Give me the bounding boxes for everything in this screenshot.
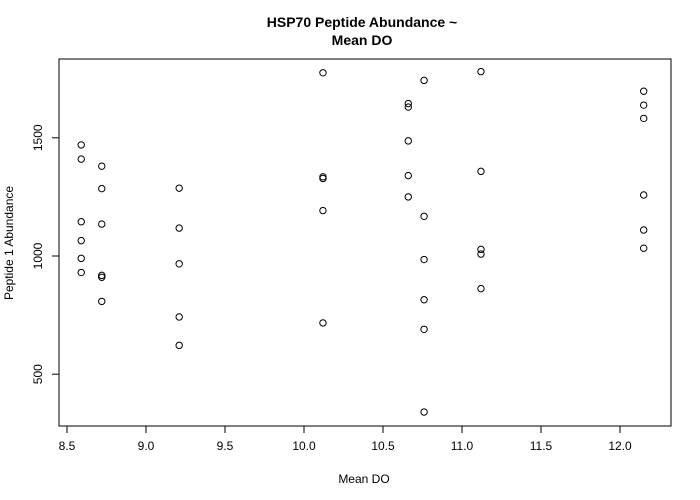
data-point	[420, 408, 428, 416]
data-point	[477, 167, 485, 176]
data-points	[77, 67, 648, 416]
data-point	[640, 244, 648, 252]
x-tick-label: 10.5	[371, 439, 395, 453]
data-point	[77, 268, 85, 277]
data-point	[420, 212, 428, 220]
x-tick-label: 12.0	[608, 439, 632, 453]
y-axis: 500 1000 1500	[31, 124, 60, 384]
data-point	[98, 273, 106, 281]
data-point	[420, 76, 428, 85]
data-point	[319, 174, 327, 183]
data-point	[175, 260, 183, 268]
data-point	[477, 250, 485, 258]
y-axis-label: Peptide 1 Abundance	[2, 186, 16, 300]
data-point	[98, 271, 106, 280]
data-point	[640, 191, 648, 199]
data-point	[77, 254, 85, 263]
data-point	[77, 141, 85, 149]
data-point	[175, 313, 183, 321]
x-tick-label: 11.0	[451, 439, 474, 453]
data-point	[98, 184, 106, 193]
data-point	[420, 325, 428, 333]
data-point	[98, 297, 106, 306]
plot-area-frame	[58, 58, 672, 427]
x-axis: 8.5 9.0 9.5 10.0 10.5 11.0 11.5 12.0	[59, 425, 632, 453]
data-point	[77, 218, 85, 226]
data-point	[77, 236, 85, 245]
y-tick-label: 1000	[31, 242, 45, 269]
y-tick-label: 1500	[31, 124, 45, 151]
data-point	[477, 284, 485, 293]
data-point	[98, 162, 106, 170]
data-point	[420, 296, 428, 304]
data-point	[640, 114, 648, 123]
data-point	[77, 155, 85, 163]
data-point	[404, 103, 412, 111]
x-tick-label: 9.5	[217, 439, 234, 453]
data-point	[175, 224, 183, 232]
x-tick-label: 8.5	[59, 439, 76, 453]
data-point	[319, 319, 327, 327]
data-point	[98, 220, 106, 228]
data-point	[319, 206, 327, 215]
x-tick-label: 9.0	[138, 439, 155, 453]
data-point	[477, 67, 485, 76]
data-point	[640, 101, 648, 109]
data-point	[640, 87, 648, 95]
data-point	[175, 184, 183, 192]
x-axis-label: Mean DO	[338, 472, 389, 486]
chart-title: HSP70 Peptide Abundance ~	[267, 14, 457, 30]
data-point	[319, 69, 327, 77]
data-point	[404, 137, 412, 145]
data-point	[420, 255, 428, 264]
data-point	[404, 99, 412, 108]
data-point	[404, 171, 412, 180]
chart-subtitle: Mean DO	[332, 32, 393, 48]
x-tick-label: 10.0	[292, 439, 316, 453]
data-point	[175, 341, 183, 350]
data-point	[640, 226, 648, 234]
x-tick-label: 11.5	[530, 439, 553, 453]
data-point	[477, 245, 485, 254]
y-tick-label: 500	[31, 364, 45, 384]
data-point	[404, 193, 412, 201]
